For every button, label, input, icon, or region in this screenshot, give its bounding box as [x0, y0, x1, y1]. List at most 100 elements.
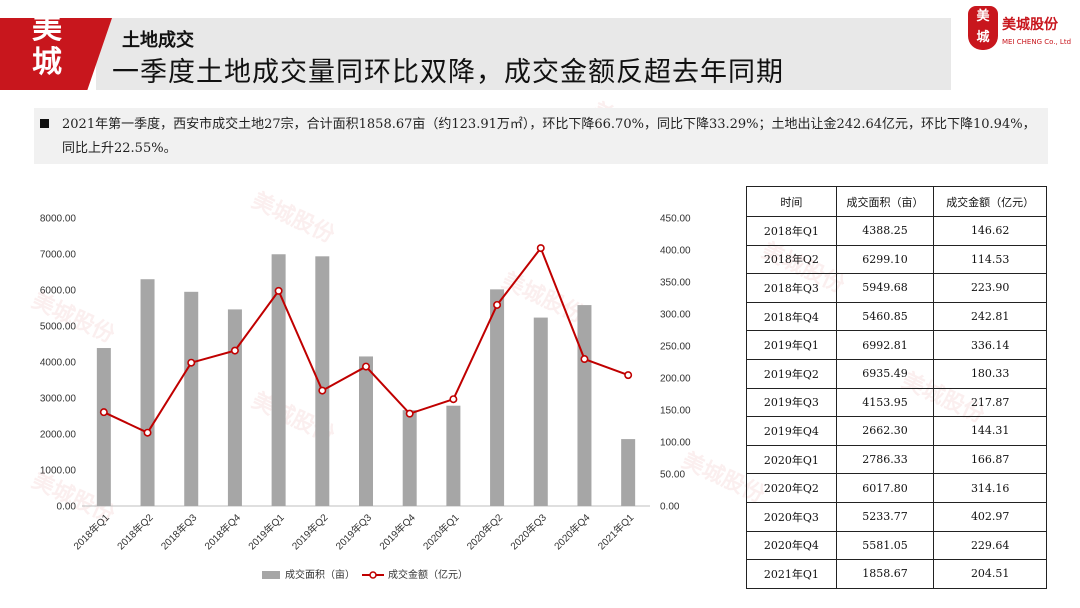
- table-cell: 6992.81: [835, 330, 935, 360]
- table-cell: 6017.80: [835, 473, 935, 503]
- bar: [227, 309, 242, 506]
- y-left-tick-label: 4000.00: [40, 358, 77, 369]
- y-right-tick-label: 300.00: [660, 310, 691, 321]
- line-point: [187, 358, 196, 367]
- table-cell: 180.33: [933, 358, 1047, 389]
- table-cell: 2018年Q4: [746, 301, 837, 332]
- x-tick-label: 2020年Q1: [420, 511, 462, 553]
- table-cell: 314.16: [933, 473, 1047, 503]
- line-point: [536, 244, 545, 253]
- bar: [140, 279, 155, 506]
- brand-name: 美城股份: [1002, 17, 1058, 33]
- table-cell: 2020年Q4: [746, 530, 837, 561]
- data-table: 时间 成交面积（亩） 成交金额（亿元） 2018年Q1 4388.25 146.62…: [746, 186, 1047, 589]
- table-row: 2020年Q2 6017.80 314.16: [746, 473, 1047, 503]
- bar: [621, 439, 636, 506]
- bar: [533, 317, 548, 506]
- bar: [402, 410, 417, 506]
- x-tick-label: 2020年Q2: [464, 511, 506, 553]
- table-cell: 217.87: [933, 387, 1047, 418]
- bar: [577, 305, 592, 506]
- x-tick-label: 2020年Q3: [507, 511, 549, 553]
- bar: [96, 348, 111, 506]
- y-right-tick-label: 150.00: [660, 406, 691, 417]
- line-point: [143, 428, 152, 437]
- legend-line-marker: [369, 571, 377, 579]
- x-tick-label: 2018年Q3: [158, 511, 200, 553]
- table-cell: 2020年Q1: [746, 444, 837, 475]
- summary-box: 2021年第一季度，西安市成交土地27宗，合计面积1858.67亩（约123.9…: [34, 108, 1048, 164]
- logo: 美 城: [18, 12, 76, 92]
- section-title: 土地成交: [122, 30, 194, 51]
- table-cell: 402.97: [933, 501, 1047, 532]
- x-tick-label: 2018年Q4: [202, 511, 244, 553]
- table-cell: 2662.30: [835, 416, 935, 446]
- table-row: 2018年Q2 6299.10 114.53: [746, 244, 1047, 275]
- table-header-cell: 成交金额（亿元）: [933, 186, 1047, 217]
- table-cell: 2019年Q1: [746, 330, 837, 360]
- bar: [315, 256, 330, 506]
- table-cell: 223.90: [933, 273, 1047, 303]
- table-cell: 5949.68: [835, 273, 935, 303]
- line-point: [624, 371, 633, 380]
- y-left-tick-label: 2000.00: [40, 430, 77, 441]
- table-row: 2019年Q2 6935.49 180.33: [746, 358, 1047, 389]
- table-cell: 2019年Q2: [746, 358, 837, 389]
- bar: [490, 289, 505, 506]
- table-cell: 2021年Q1: [746, 559, 837, 589]
- table-row: 2021年Q1 1858.67 204.51: [746, 559, 1047, 589]
- summary-text: 2021年第一季度，西安市成交土地27宗，合计面积1858.67亩（约123.9…: [62, 117, 1036, 156]
- bullet-icon: [40, 119, 49, 128]
- y-right-tick-label: 250.00: [660, 342, 691, 353]
- line-point: [318, 386, 327, 395]
- line-point: [449, 395, 458, 404]
- logo-char: 美: [32, 11, 62, 46]
- logo-char: 城: [32, 45, 62, 80]
- x-tick-label: 2018年Q1: [71, 511, 113, 553]
- legend-bar-swatch: [262, 571, 280, 579]
- y-right-tick-label: 350.00: [660, 278, 691, 289]
- bar: [359, 356, 373, 506]
- brand-mark-char: 美: [976, 9, 990, 24]
- table-header-cell: 时间: [746, 186, 837, 217]
- table-cell: 5460.85: [835, 301, 935, 332]
- table-cell: 4153.95: [835, 387, 935, 418]
- bar: [184, 291, 199, 506]
- x-tick-label: 2021年Q1: [595, 511, 637, 553]
- table-header-cell: 成交面积（亩）: [835, 186, 935, 217]
- table-cell: 114.53: [933, 244, 1047, 275]
- table-cell: 6299.10: [835, 244, 935, 275]
- line-point: [99, 408, 108, 417]
- table-cell: 204.51: [933, 559, 1047, 589]
- table-cell: 2019年Q3: [746, 387, 837, 418]
- line-point: [580, 355, 589, 364]
- y-left-tick-label: 8000.00: [40, 214, 77, 225]
- y-left-tick-label: 0.00: [57, 502, 77, 513]
- page-title: 一季度土地成交量同环比双降，成交金额反超去年同期: [112, 57, 784, 88]
- brand-logo: 美 城 美城股份 MEI CHENG Co., Ltd: [968, 6, 1080, 56]
- table-cell: 146.62: [933, 216, 1047, 246]
- table-row: 2018年Q1 4388.25 146.62: [746, 216, 1047, 246]
- y-left-tick-label: 5000.00: [40, 322, 77, 333]
- y-right-tick-label: 100.00: [660, 438, 691, 449]
- line-point: [274, 286, 283, 295]
- line-point: [230, 346, 239, 355]
- y-left-tick-label: 1000.00: [40, 466, 77, 477]
- combo-chart: 0.00 1000.00 2000.00 3000.00 4000.00 5000.00 6…: [40, 214, 691, 582]
- table-cell: 2019年Q4: [746, 416, 837, 446]
- x-tick-label: 2019年Q1: [245, 511, 287, 553]
- y-right-tick-label: 50.00: [660, 470, 685, 481]
- table-row: 2020年Q3 5233.77 402.97: [746, 501, 1047, 532]
- x-tick-label: 2020年Q4: [551, 511, 593, 553]
- legend-label: 成交面积（亩）: [285, 568, 355, 581]
- table-row: 2019年Q3 4153.95 217.87: [746, 387, 1047, 418]
- brand-mark-char: 城: [976, 30, 990, 45]
- table-cell: 2786.33: [835, 444, 935, 475]
- line-point: [361, 362, 370, 371]
- table-cell: 5581.05: [835, 530, 935, 561]
- table-row: 2018年Q4 5460.85 242.81: [746, 301, 1047, 332]
- bar: [446, 405, 461, 506]
- table-cell: 2018年Q3: [746, 273, 837, 303]
- bar: [271, 254, 286, 506]
- y-left-tick-label: 6000.00: [40, 286, 77, 297]
